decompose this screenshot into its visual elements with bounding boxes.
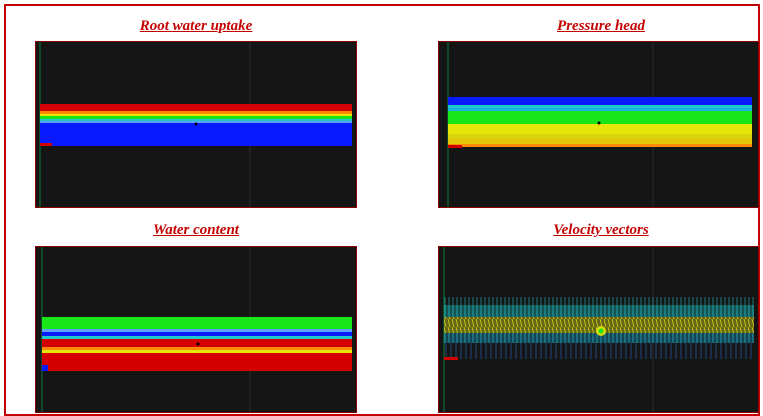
title-pressure-head[interactable]: Pressure head xyxy=(557,18,645,34)
water-content-plot xyxy=(41,247,352,412)
panel-root-water-uptake xyxy=(35,41,357,208)
panel-water-content xyxy=(35,246,357,413)
panel-velocity-vectors xyxy=(438,246,759,413)
panel-pressure-head xyxy=(438,41,759,208)
title-velocity-vectors[interactable]: Velocity vectors xyxy=(553,222,649,238)
root-water-uptake-plot xyxy=(39,42,352,207)
velocity-vectors-plot xyxy=(443,247,754,412)
title-water-content[interactable]: Water content xyxy=(153,222,239,238)
pressure-head-plot xyxy=(447,42,752,207)
title-root-water-uptake[interactable]: Root water uptake xyxy=(139,18,253,34)
figure-frame: Root water uptake Pressure head xyxy=(4,4,760,416)
